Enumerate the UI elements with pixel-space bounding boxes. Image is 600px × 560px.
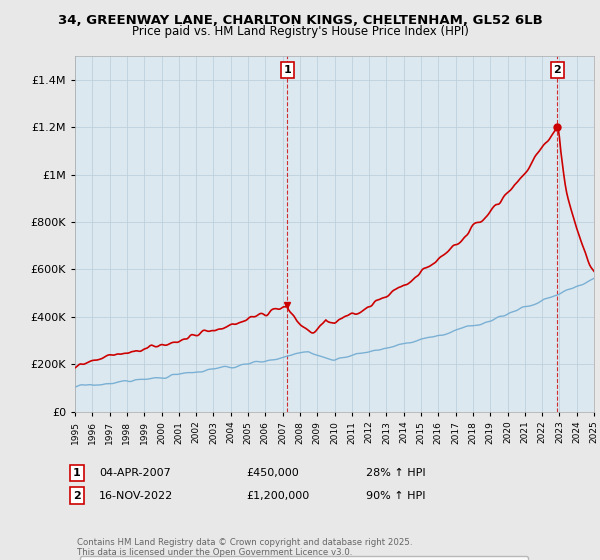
Text: £1,200,000: £1,200,000 [246, 491, 309, 501]
Text: 90% ↑ HPI: 90% ↑ HPI [366, 491, 425, 501]
Text: 1: 1 [73, 468, 80, 478]
Text: 2: 2 [553, 65, 561, 75]
Text: 04-APR-2007: 04-APR-2007 [99, 468, 171, 478]
Text: Contains HM Land Registry data © Crown copyright and database right 2025.
This d: Contains HM Land Registry data © Crown c… [77, 538, 412, 557]
Text: 1: 1 [283, 65, 291, 75]
Text: 2: 2 [73, 491, 80, 501]
Text: 28% ↑ HPI: 28% ↑ HPI [366, 468, 425, 478]
Text: 16-NOV-2022: 16-NOV-2022 [99, 491, 173, 501]
Legend: 34, GREENWAY LANE, CHARLTON KINGS, CHELTENHAM, GL52 6LB (detached house), HPI: A: 34, GREENWAY LANE, CHARLTON KINGS, CHELT… [80, 556, 528, 560]
Text: £450,000: £450,000 [246, 468, 299, 478]
Text: 34, GREENWAY LANE, CHARLTON KINGS, CHELTENHAM, GL52 6LB: 34, GREENWAY LANE, CHARLTON KINGS, CHELT… [58, 14, 542, 27]
Text: Price paid vs. HM Land Registry's House Price Index (HPI): Price paid vs. HM Land Registry's House … [131, 25, 469, 38]
